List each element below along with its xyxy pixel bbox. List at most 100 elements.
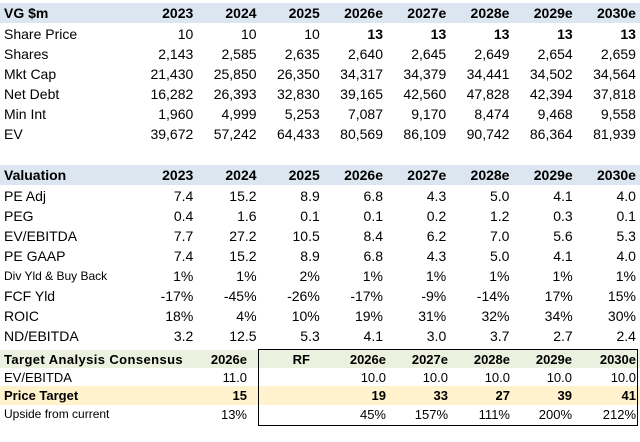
row-label: PE Adj bbox=[4, 188, 47, 204]
cell: 34,379 bbox=[403, 66, 447, 82]
header-row-valuation: Valuation 2023 2024 2025 2026e 2027e 202… bbox=[0, 165, 640, 185]
row-label: Price Target bbox=[4, 388, 79, 403]
table-row-roic: ROIC 18% 4% 10% 19% 31% 32% 34% 30% bbox=[0, 306, 640, 326]
table-row-ev-ebitda: EV/EBITDA 7.7 27.2 10.5 8.4 6.2 7.0 5.6 … bbox=[0, 226, 640, 246]
cell: 9,558 bbox=[600, 106, 636, 122]
cell: 10.0 bbox=[360, 369, 386, 385]
cell: 8.4 bbox=[363, 228, 383, 244]
cell: 10.0 bbox=[546, 369, 572, 385]
cell: 15 bbox=[232, 388, 247, 403]
row-label: PE GAAP bbox=[4, 248, 66, 264]
cell: 10.5 bbox=[292, 228, 320, 244]
header-year: 2028e bbox=[470, 167, 510, 183]
cell: 21,430 bbox=[150, 66, 194, 82]
cell: 64,433 bbox=[276, 126, 320, 142]
cell: 2,654 bbox=[537, 46, 573, 62]
header-year: 2025 bbox=[288, 5, 320, 21]
cell: 5.0 bbox=[490, 188, 510, 204]
row-label: Min Int bbox=[4, 106, 47, 122]
cell: 37,818 bbox=[593, 86, 636, 102]
cell: 16,282 bbox=[150, 86, 194, 102]
cell: 212% bbox=[602, 406, 636, 422]
table-row-net-debt: Net Debt 16,282 26,393 32,830 39,165 42,… bbox=[0, 84, 640, 104]
cell: 39,165 bbox=[340, 86, 383, 102]
cell: 34% bbox=[544, 308, 573, 324]
table-row-pe-gaap: PE GAAP 7.4 15.2 8.9 6.8 4.3 5.0 4.1 4.0 bbox=[0, 246, 640, 266]
cell: -17% bbox=[350, 288, 383, 304]
cell: 0.3 bbox=[553, 208, 573, 224]
cell: 10 bbox=[304, 26, 320, 42]
cell: 4,999 bbox=[221, 106, 257, 122]
rf-label: RF bbox=[292, 351, 310, 367]
cell: 4% bbox=[236, 308, 257, 324]
table-row-price-target: Price Target 15 19 33 27 39 41 bbox=[0, 386, 640, 405]
cell: 7.0 bbox=[490, 228, 510, 244]
cell: -14% bbox=[476, 288, 510, 304]
table-row-shares: Shares 2,143 2,585 2,635 2,640 2,645 2,6… bbox=[0, 44, 640, 64]
cell: 13 bbox=[557, 26, 573, 42]
header-year: 2027e bbox=[411, 351, 448, 367]
cell: 3.7 bbox=[490, 328, 510, 344]
cell: 157% bbox=[414, 406, 448, 422]
cell: 8.9 bbox=[300, 188, 320, 204]
cell: 1% bbox=[362, 268, 383, 284]
cell: 19% bbox=[354, 308, 383, 324]
row-label: ROIC bbox=[4, 308, 39, 324]
cell: 2,585 bbox=[221, 46, 257, 62]
cell: 1% bbox=[552, 268, 573, 284]
row-label: Mkt Cap bbox=[4, 66, 57, 82]
table-row-min-int: Min Int 1,960 4,999 5,253 7,087 9,170 8,… bbox=[0, 104, 640, 124]
header-row-target-analysis: Target Analysis Consensus 2026e RF 2026e… bbox=[0, 350, 640, 368]
cell: 0.1 bbox=[616, 208, 636, 224]
cell: 200% bbox=[538, 406, 572, 422]
row-label: Shares bbox=[4, 46, 49, 62]
target-analysis-title: Target Analysis Consensus bbox=[4, 351, 184, 367]
cell: 26,350 bbox=[276, 66, 320, 82]
cell: 39,672 bbox=[150, 126, 194, 142]
cell: 2,645 bbox=[411, 46, 447, 62]
cell: 33 bbox=[433, 388, 448, 403]
cell: 10% bbox=[291, 308, 320, 324]
cell: 10.0 bbox=[610, 369, 636, 385]
cell: 4.1 bbox=[553, 248, 573, 264]
cell: 2,640 bbox=[347, 46, 383, 62]
cell: 5.6 bbox=[553, 228, 573, 244]
cell: 4.3 bbox=[426, 188, 447, 204]
cell: 34,441 bbox=[466, 66, 510, 82]
cell: 15.2 bbox=[229, 188, 257, 204]
cell: 111% bbox=[478, 406, 510, 422]
table-row-div-yld: Div Yld & Buy Back 1% 1% 2% 1% 1% 1% 1% … bbox=[0, 266, 640, 286]
row-label: EV/EBITDA bbox=[4, 369, 72, 385]
header-year: 2030e bbox=[599, 351, 636, 367]
cell: 8,474 bbox=[474, 106, 510, 122]
table-row-target-ev-ebitda: EV/EBITDA 11.0 10.0 10.0 10.0 10.0 10.0 bbox=[0, 368, 640, 386]
cell: 86,364 bbox=[529, 126, 573, 142]
cell: 7.4 bbox=[173, 248, 194, 264]
cell: 32,830 bbox=[276, 86, 320, 102]
cell: 2,659 bbox=[600, 46, 636, 62]
header-year: 2030e bbox=[597, 5, 636, 21]
cell: -17% bbox=[160, 288, 194, 304]
cell: -45% bbox=[223, 288, 257, 304]
cell: 1.6 bbox=[237, 208, 257, 224]
cell: 30% bbox=[607, 308, 636, 324]
cell: 86,109 bbox=[403, 126, 447, 142]
cell: 7.7 bbox=[173, 228, 194, 244]
row-label: PEG bbox=[4, 208, 34, 224]
cell: 4.1 bbox=[553, 188, 573, 204]
cell: 41 bbox=[621, 388, 636, 403]
cell: 90,742 bbox=[466, 126, 510, 142]
table-row-pe-adj: PE Adj 7.4 15.2 8.9 6.8 4.3 5.0 4.1 4.0 bbox=[0, 186, 640, 206]
table-row-ev: EV 39,672 57,242 64,433 80,569 86,109 90… bbox=[0, 124, 640, 144]
cell: 19 bbox=[371, 388, 386, 403]
cell: 3.0 bbox=[426, 328, 447, 344]
cell: 13 bbox=[430, 26, 447, 42]
cell: 4.3 bbox=[426, 248, 447, 264]
cell: 1% bbox=[489, 268, 510, 284]
cell: 1% bbox=[236, 268, 257, 284]
table-row-nd-ebitda: ND/EBITDA 3.2 12.5 5.3 4.1 3.0 3.7 2.7 2… bbox=[0, 326, 640, 346]
cell: 18% bbox=[165, 308, 194, 324]
cell: 2,635 bbox=[284, 46, 320, 62]
cell: 57,242 bbox=[213, 126, 257, 142]
cell: 13 bbox=[493, 26, 510, 42]
